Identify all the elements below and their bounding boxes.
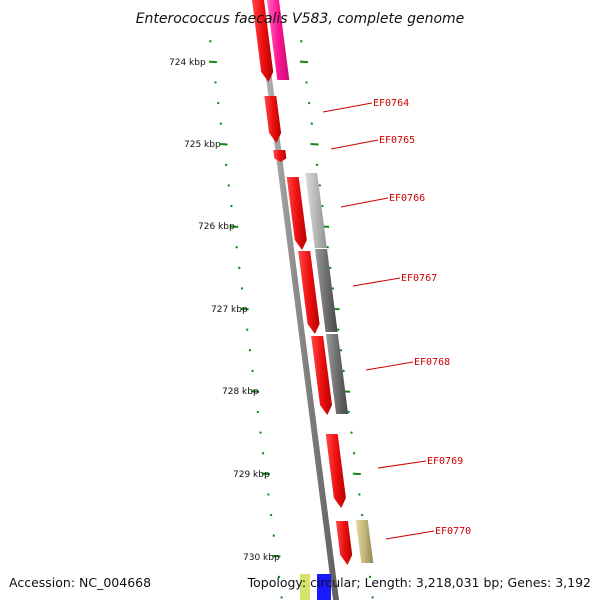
gene-box-light-grey[interactable] <box>305 173 327 248</box>
gene-label-ef0764[interactable]: EF0764 <box>373 98 409 109</box>
gene-label-ef0766[interactable]: EF0766 <box>389 193 425 204</box>
outer-tick <box>358 493 361 496</box>
outer-tick <box>337 328 340 331</box>
inner-tick <box>256 410 260 414</box>
inner-tick <box>246 328 249 331</box>
inner-tick <box>259 431 262 434</box>
gene-label-ef0769[interactable]: EF0769 <box>427 456 463 467</box>
inner-tick <box>272 534 275 537</box>
accession-text: Accession: NC_004668 <box>9 575 151 590</box>
outer-tick <box>350 431 353 434</box>
inner-tick <box>267 493 270 496</box>
inner-tick <box>209 40 212 43</box>
outer-tick <box>305 81 308 84</box>
outer-tick <box>352 472 361 476</box>
outer-tick <box>331 287 335 290</box>
scale-ticks <box>208 40 374 599</box>
gene-box-dark-grey-2[interactable] <box>325 334 349 414</box>
genome-summary-text: Topology: circular; Length: 3,218,031 bp… <box>247 575 591 590</box>
outer-tick <box>360 513 364 517</box>
inner-tick <box>230 204 233 208</box>
inner-tick <box>240 287 244 290</box>
inner-tick <box>272 555 281 558</box>
gene-arrow-ef0767[interactable] <box>298 251 320 334</box>
outer-tick <box>299 60 308 64</box>
outer-tick <box>329 266 332 270</box>
inner-tick <box>235 246 238 249</box>
scale-label-724: 724 kbp <box>169 58 206 68</box>
outer-tick <box>371 596 374 599</box>
gene-arrow-forward[interactable] <box>252 0 274 82</box>
inner-tick <box>224 163 228 167</box>
gene-box-dark-grey[interactable] <box>315 249 338 332</box>
inner-tick <box>251 390 260 393</box>
map-title: Enterococcus faecalis V583, complete gen… <box>136 11 465 27</box>
gene-features <box>252 0 374 565</box>
inner-tick <box>251 369 254 373</box>
gene-arrow-ef0766[interactable] <box>286 177 307 250</box>
inner-tick <box>208 60 217 64</box>
inner-tick <box>219 143 228 146</box>
gene-arrow-ef0768[interactable] <box>311 336 332 415</box>
inner-tick <box>280 596 283 599</box>
scale-label-727: 727 kbp <box>211 305 248 315</box>
inner-tick <box>216 101 220 105</box>
inner-tick <box>248 349 252 352</box>
scale-label-729: 729 kbp <box>233 470 270 480</box>
inner-tick <box>261 452 265 455</box>
scale-label-726: 726 kbp <box>198 222 235 232</box>
inner-tick <box>240 307 249 311</box>
inner-tick <box>219 122 223 125</box>
outer-tick <box>310 122 314 125</box>
gene-arrow-ef0765[interactable] <box>273 150 287 162</box>
outer-tick <box>347 410 351 414</box>
outer-tick <box>321 204 324 208</box>
outer-tick <box>307 101 311 105</box>
inner-tick <box>277 575 281 579</box>
gene-label-ef0768[interactable]: EF0768 <box>414 357 450 368</box>
gene-arrow-ef0764[interactable] <box>264 96 282 143</box>
gene-box-tan[interactable] <box>355 520 374 563</box>
gene-label-ef0767[interactable]: EF0767 <box>401 273 437 284</box>
inner-tick <box>227 184 231 187</box>
outer-tick <box>342 369 345 373</box>
outer-tick <box>300 40 303 43</box>
outer-tick <box>352 452 356 455</box>
outer-tick <box>368 575 372 579</box>
inner-tick <box>230 225 239 228</box>
gene-box-pink[interactable] <box>267 0 290 80</box>
outer-tick <box>339 349 343 352</box>
gene-label-ef0765[interactable]: EF0765 <box>379 135 415 146</box>
inner-tick <box>214 81 217 84</box>
gene-label-ef0770[interactable]: EF0770 <box>435 526 471 537</box>
scale-label-725: 725 kbp <box>184 140 221 150</box>
inner-tick <box>269 513 273 517</box>
outer-tick <box>310 143 319 146</box>
outer-tick <box>315 163 319 167</box>
bottom-feature-blue <box>317 574 331 600</box>
gene-arrow-ef0770[interactable] <box>335 521 353 565</box>
outer-tick <box>326 246 329 249</box>
inner-tick <box>261 472 270 476</box>
gene-arrow-ef0769[interactable] <box>325 434 346 508</box>
scale-label-728: 728 kbp <box>222 387 259 397</box>
gene-labels[interactable] <box>322 102 435 540</box>
scale-labels: 724 kbp 725 kbp 726 kbp 727 kbp 728 kbp … <box>169 58 280 563</box>
outer-tick <box>318 184 322 187</box>
bottom-feature-yellow <box>300 574 310 600</box>
inner-tick <box>238 266 241 270</box>
scale-label-730: 730 kbp <box>243 553 280 563</box>
